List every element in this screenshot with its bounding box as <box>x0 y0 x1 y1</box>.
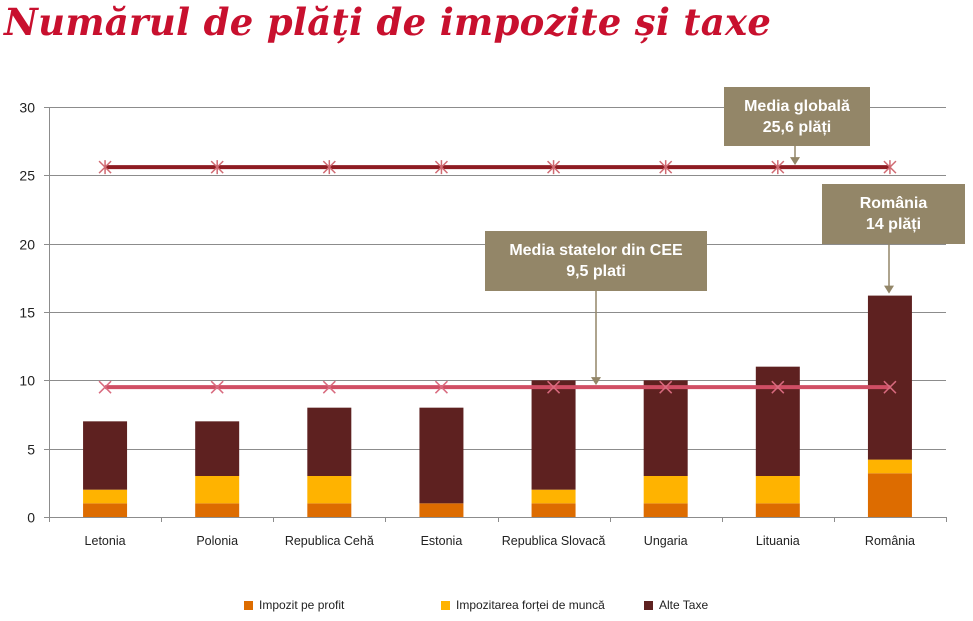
callout-romania-line2: 14 plăți <box>865 216 922 233</box>
y-tick-label: 30 <box>19 100 35 116</box>
bar-segment <box>867 459 912 474</box>
legend-swatch-labor <box>441 600 450 610</box>
x-tick-label: Republica Slovacă <box>502 534 606 548</box>
bar-segment <box>755 366 800 476</box>
legend-label-profit: Impozit pe profit <box>259 598 345 612</box>
reference-marker <box>434 160 448 175</box>
bars <box>83 295 912 517</box>
gridlines <box>44 107 946 522</box>
reference-lines <box>98 160 897 394</box>
reference-marker <box>322 380 336 394</box>
legend-item-other: Alte Taxe <box>644 598 708 612</box>
legend-label-labor: Impozitarea forței de muncă <box>456 598 605 612</box>
y-tick-label: 10 <box>19 373 35 389</box>
reference-marker <box>98 160 112 175</box>
y-tick-label: 15 <box>19 305 35 321</box>
reference-marker <box>434 380 448 394</box>
bar-segment <box>643 380 688 476</box>
reference-marker <box>659 160 673 175</box>
bar-segment <box>195 503 240 517</box>
x-tick-label: Lituania <box>756 534 800 548</box>
callout-cee-average: Media statelor din CEE 9,5 plati <box>485 231 707 291</box>
reference-marker <box>547 160 561 175</box>
bar-segment <box>867 473 912 517</box>
bar-segment <box>83 503 128 517</box>
x-tick-label: România <box>865 534 915 548</box>
x-tick-label: Polonia <box>196 534 238 548</box>
x-tick-label: Estonia <box>421 534 463 548</box>
bar-segment <box>755 476 800 504</box>
bar-segment <box>531 380 576 490</box>
reference-marker <box>771 380 785 394</box>
reference-marker <box>210 380 224 394</box>
x-axis: Letonia Polonia Republica Cehă Estonia Repub… <box>49 517 947 548</box>
y-tick-label: 20 <box>19 237 35 253</box>
reference-marker <box>883 160 897 175</box>
reference-marker <box>883 380 897 394</box>
callout-global-line1: Media globală <box>744 97 850 115</box>
bar-segment <box>307 407 352 476</box>
x-tick-label: Republica Cehă <box>285 534 374 548</box>
arrow-romania <box>884 244 894 294</box>
legend-label-other: Alte Taxe <box>659 598 709 612</box>
bar-segment <box>419 407 464 504</box>
reference-marker <box>322 160 336 175</box>
callout-arrows <box>591 146 894 386</box>
bar-segment <box>531 503 576 517</box>
arrow-global <box>790 146 800 166</box>
callout-cee-line2: 9,5 plati <box>566 263 626 280</box>
legend-item-profit: Impozit pe profit <box>244 598 344 612</box>
x-tick-label: Letonia <box>85 534 126 548</box>
bar-segment <box>307 476 352 504</box>
reference-marker <box>547 380 561 394</box>
bar-segment <box>419 503 464 517</box>
bar-segment <box>195 476 240 504</box>
y-tick-label: 5 <box>27 442 35 458</box>
callout-global-average: Media globală 25,6 plăți <box>724 87 870 146</box>
bar-segment <box>755 503 800 517</box>
reference-marker <box>771 160 785 175</box>
arrow-cee <box>591 291 601 386</box>
reference-marker <box>98 380 112 394</box>
callout-cee-line1: Media statelor din CEE <box>509 242 683 259</box>
chart-title: Numărul de plăți de impozite și taxe <box>4 0 772 44</box>
bar-segment <box>643 503 688 517</box>
bar-segment <box>643 476 688 504</box>
bar-segment <box>83 421 128 490</box>
legend-swatch-profit <box>244 600 253 610</box>
x-tick-label: Ungaria <box>644 534 688 548</box>
y-tick-label: 0 <box>27 510 35 526</box>
reference-marker <box>210 160 224 175</box>
legend-swatch-other <box>644 600 653 610</box>
legend-item-labor: Impozitarea forței de muncă <box>441 598 605 612</box>
callout-romania: România 14 plăți <box>822 184 965 244</box>
callout-romania-line1: România <box>859 195 928 212</box>
y-tick-label: 25 <box>19 168 35 184</box>
bar-segment <box>531 489 576 504</box>
y-axis-ticks: 0 5 10 15 20 25 30 <box>19 100 35 526</box>
bar-segment <box>867 295 912 460</box>
bar-segment <box>83 489 128 504</box>
bar-segment <box>307 503 352 517</box>
bar-segment <box>195 421 240 476</box>
reference-marker <box>659 380 673 394</box>
callout-global-line2: 25,6 plăți <box>762 118 832 136</box>
